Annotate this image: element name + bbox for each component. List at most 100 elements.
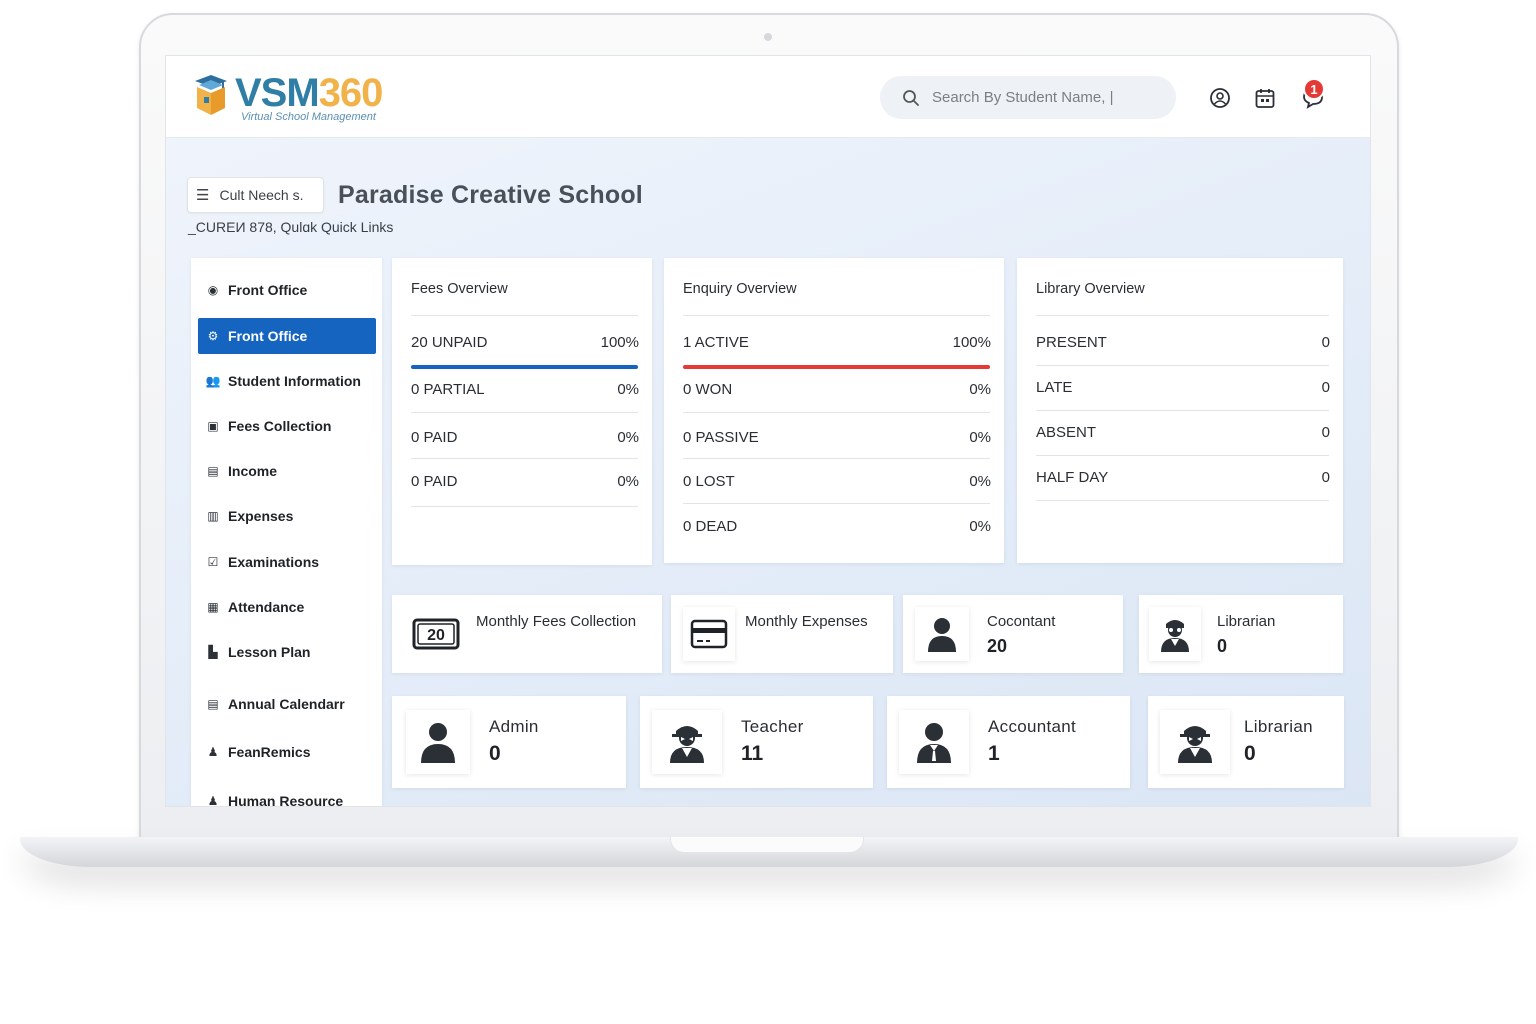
- row-value: 0%: [617, 429, 639, 446]
- logo-icon: [193, 73, 229, 117]
- enquiry-overview-card: Enquiry Overview 1 ACTIVE 100% 0 WON 0% 0 …: [664, 258, 1004, 563]
- row-label: 0 PAID: [411, 429, 458, 446]
- row-value: 100%: [600, 334, 639, 351]
- search-input[interactable]: [932, 89, 1152, 106]
- divider: [1036, 315, 1329, 316]
- menu-icon: ☰: [196, 187, 210, 204]
- menu-toggle-button[interactable]: ☰ Cult Neech s.: [187, 177, 324, 213]
- quick-links[interactable]: _CUREИ 878, Qulɑk Quick Links: [188, 219, 394, 235]
- sidebar-item-attendance[interactable]: ▦ Attendance: [198, 589, 376, 625]
- logo[interactable]: VSM360 Virtual School Management: [193, 71, 384, 123]
- income-icon: ▤: [207, 464, 219, 478]
- library-row[interactable]: HALF DAY 0: [1036, 469, 1330, 489]
- stat-label: Accountant: [988, 717, 1077, 736]
- card-title: Library Overview: [1036, 281, 1145, 297]
- stat-accountant[interactable]: Accountant 1: [887, 696, 1130, 788]
- card-icon: [683, 607, 735, 661]
- stat-admin[interactable]: Admin 0: [392, 696, 626, 788]
- sidebar-item-label: FeanRemics: [228, 744, 311, 760]
- divider: [1036, 410, 1329, 411]
- stat-librarian[interactable]: Librarian 0: [1139, 595, 1343, 673]
- attendance-icon: ▦: [207, 600, 219, 614]
- brand-360: 360: [318, 71, 384, 115]
- stat-label: Monthly Expenses: [745, 613, 868, 630]
- row-value: 0%: [969, 429, 991, 446]
- fees-icon-text: 20: [427, 627, 445, 644]
- row-value: 100%: [952, 334, 991, 351]
- sidebar-item-label: Student Information: [228, 373, 361, 389]
- brand-tagline: Virtual School Management: [241, 111, 376, 123]
- divider: [1036, 365, 1329, 366]
- enquiry-row[interactable]: 0 LOST 0%: [683, 473, 991, 493]
- stat-monthly-fees-collection[interactable]: 20 Monthly Fees Collection: [392, 595, 662, 673]
- notification-badge: 1: [1303, 78, 1325, 100]
- human-resource-icon: ♟: [207, 794, 219, 807]
- expenses-icon: ▥: [207, 509, 219, 523]
- divider: [683, 412, 990, 413]
- progress-bar: [411, 365, 638, 369]
- row-label: 0 LOST: [683, 473, 735, 490]
- librarian-icon: [1160, 710, 1230, 774]
- sidebar-item-front-office-active[interactable]: ⚙ Front Office: [198, 318, 376, 354]
- row-value: 0%: [969, 473, 991, 490]
- row-value: 0: [1321, 379, 1330, 396]
- stat-value: 20: [987, 636, 1008, 656]
- sidebar-item-income[interactable]: ▤ Income: [198, 453, 376, 489]
- fees-row[interactable]: 0 PARTIAL 0%: [411, 381, 639, 401]
- search-bar[interactable]: [880, 76, 1176, 119]
- stat-librarian-2[interactable]: Librarian 0: [1148, 696, 1344, 788]
- divider: [1036, 455, 1329, 456]
- stat-cocontant[interactable]: Cocontant 20: [903, 595, 1123, 673]
- row-value: 0%: [617, 381, 639, 398]
- sidebar-item-label: Examinations: [228, 554, 320, 570]
- sidebar-item-label: Fees Collection: [228, 418, 332, 434]
- fees-row[interactable]: 20 UNPAID 100%: [411, 334, 639, 354]
- stat-monthly-expenses[interactable]: Monthly Expenses: [671, 595, 893, 673]
- stat-label: Admin: [489, 717, 539, 736]
- teacher-icon: [652, 710, 722, 774]
- enquiry-row[interactable]: 0 PASSIVE 0%: [683, 429, 991, 449]
- enquiry-row[interactable]: 0 DEAD 0%: [683, 518, 991, 538]
- sidebar-item-label: Front Office: [228, 328, 308, 344]
- stat-label: Monthly Fees Collection: [476, 613, 637, 630]
- fees-20-icon: 20: [406, 609, 466, 659]
- sidebar-item-lesson-plan[interactable]: ▙ Lesson Plan: [198, 634, 376, 670]
- sidebar-item-examinations[interactable]: ☑ Examinations: [198, 544, 376, 580]
- row-label: LATE: [1036, 379, 1073, 396]
- sidebar-item-expenses[interactable]: ▥ Expenses: [198, 498, 376, 534]
- row-value: 0%: [969, 381, 991, 398]
- divider: [411, 412, 638, 413]
- sidebar-item-fees-collection[interactable]: ▣ Fees Collection: [198, 408, 376, 444]
- sidebar-item-label: Lesson Plan: [228, 644, 311, 660]
- calendar-icon[interactable]: [1253, 86, 1277, 110]
- divider: [411, 506, 638, 507]
- stat-value: 0: [1244, 742, 1256, 765]
- sidebar-item-fean-remics[interactable]: ♟ FeanRemics: [198, 734, 376, 770]
- lesson-plan-icon: ▙: [208, 645, 218, 659]
- sidebar-item-human-resource[interactable]: ♟ Human Resource: [198, 783, 376, 807]
- top-bar: VSM360 Virtual School Management 1: [166, 56, 1370, 138]
- fees-row[interactable]: 0 PAID 0%: [411, 473, 639, 493]
- stat-label: Librarian: [1217, 613, 1276, 630]
- app-screen: VSM360 Virtual School Management 1: [165, 55, 1371, 807]
- sidebar-item-student-information[interactable]: 👥 Student Information: [198, 363, 376, 399]
- enquiry-row[interactable]: 0 WON 0%: [683, 381, 991, 401]
- card-title: Enquiry Overview: [683, 281, 797, 297]
- row-value: 0: [1321, 469, 1330, 486]
- search-icon: [902, 89, 920, 107]
- enquiry-row[interactable]: 1 ACTIVE 100%: [683, 334, 991, 354]
- profile-icon[interactable]: [1208, 86, 1232, 110]
- library-row[interactable]: ABSENT 0: [1036, 424, 1330, 444]
- library-row[interactable]: LATE 0: [1036, 379, 1330, 399]
- sidebar-item-annual-calendar[interactable]: ▤ Annual Calendarr: [198, 686, 376, 722]
- front-office-icon: ⚙: [207, 329, 219, 343]
- library-row[interactable]: PRESENT 0: [1036, 334, 1330, 354]
- fees-row[interactable]: 0 PAID 0%: [411, 429, 639, 449]
- stat-teacher[interactable]: Teacher 11: [640, 696, 873, 788]
- divider: [1036, 500, 1329, 501]
- sidebar-item-front-office[interactable]: ◉ Front Office: [198, 272, 376, 308]
- divider: [683, 315, 990, 316]
- divider: [411, 315, 638, 316]
- sidebar-item-label: Expenses: [228, 508, 294, 524]
